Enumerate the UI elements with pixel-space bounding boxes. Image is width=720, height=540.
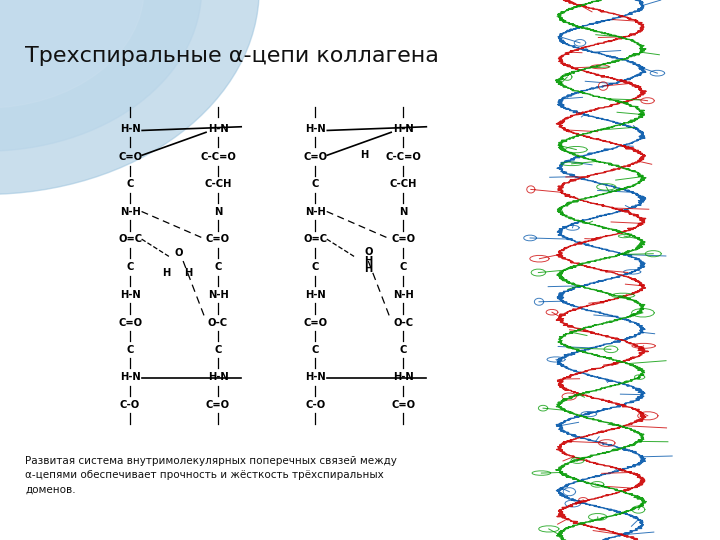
Text: N: N	[214, 207, 222, 217]
Text: C-C=O: C-C=O	[200, 152, 236, 162]
Text: C-O: C-O	[305, 400, 325, 410]
Text: H: H	[184, 268, 192, 278]
Text: Развитая система внутримолекулярных поперечных связей между
α-цепями обеспечивае: Развитая система внутримолекулярных попе…	[25, 456, 397, 494]
Text: H-N: H-N	[305, 290, 325, 300]
Text: N-H: N-H	[305, 207, 325, 217]
Text: O=C: O=C	[118, 234, 142, 245]
Text: C-C=O: C-C=O	[385, 152, 421, 162]
Text: C: C	[127, 262, 134, 272]
Text: C: C	[127, 179, 134, 189]
Text: N-H: N-H	[120, 207, 140, 217]
Text: Трехспиральные α-цепи коллагена: Трехспиральные α-цепи коллагена	[25, 46, 439, 66]
Text: O: O	[174, 248, 183, 258]
Text: C: C	[215, 262, 222, 272]
Text: O=C: O=C	[303, 234, 328, 245]
Text: C=O: C=O	[206, 400, 230, 410]
Text: O-C: O-C	[393, 318, 413, 328]
Text: C: C	[400, 345, 407, 355]
Text: C: C	[127, 345, 134, 355]
Text: C-CH: C-CH	[390, 179, 417, 189]
Text: C-O: C-O	[120, 400, 140, 410]
Text: H-N: H-N	[207, 124, 228, 133]
Text: H-N: H-N	[393, 372, 413, 382]
Text: H: H	[163, 268, 171, 278]
Text: N: N	[399, 207, 408, 217]
Text: H-N: H-N	[120, 372, 140, 382]
Text: H-N: H-N	[120, 290, 140, 300]
Text: C: C	[312, 262, 319, 272]
Text: H-N: H-N	[120, 124, 140, 133]
Text: O-C: O-C	[208, 318, 228, 328]
Text: H-N: H-N	[305, 124, 325, 133]
Text: H: H	[364, 264, 373, 274]
Text: C: C	[400, 262, 407, 272]
Circle shape	[0, 0, 259, 194]
Text: H: H	[364, 255, 373, 266]
Text: C=O: C=O	[206, 234, 230, 245]
Text: C=O: C=O	[391, 400, 415, 410]
Text: C-CH: C-CH	[204, 179, 232, 189]
Text: C=O: C=O	[391, 234, 415, 245]
Text: H-N: H-N	[305, 372, 325, 382]
Text: C=O: C=O	[118, 318, 142, 328]
Text: C: C	[312, 179, 319, 189]
Text: N-H: N-H	[393, 290, 413, 300]
Text: C: C	[215, 345, 222, 355]
Text: C=O: C=O	[118, 152, 142, 162]
Text: H-N: H-N	[207, 372, 228, 382]
Text: C=O: C=O	[303, 318, 328, 328]
Text: N-H: N-H	[207, 290, 228, 300]
Text: H-N: H-N	[393, 124, 413, 133]
Text: H: H	[360, 150, 368, 160]
Text: O: O	[364, 247, 373, 256]
Circle shape	[0, 0, 202, 151]
Text: C=O: C=O	[303, 152, 328, 162]
Text: C: C	[312, 345, 319, 355]
Circle shape	[0, 0, 144, 108]
